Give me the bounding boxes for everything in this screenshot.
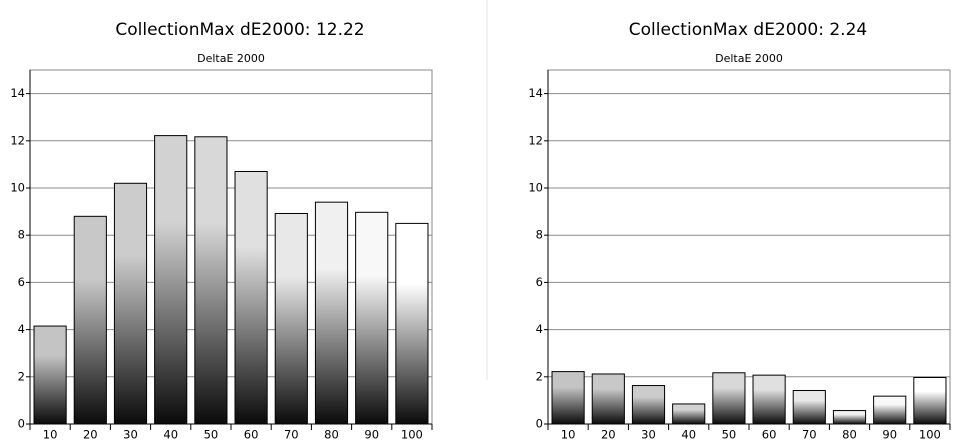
y-tick-label: 14 <box>10 86 25 100</box>
chart-subtitle: DeltaE 2000 <box>197 52 265 65</box>
y-tick-label: 12 <box>528 133 543 147</box>
bar <box>194 136 228 425</box>
y-tick-label: 8 <box>18 228 25 242</box>
bar <box>712 372 746 425</box>
bar <box>274 212 308 425</box>
x-tick-label: 40 <box>681 428 696 442</box>
x-tick-label: 60 <box>244 428 259 442</box>
bar <box>551 371 585 425</box>
y-tick-label: 6 <box>536 275 543 289</box>
bar <box>314 201 349 425</box>
plot-area <box>547 69 951 425</box>
bar <box>234 170 268 425</box>
y-tick-label: 12 <box>10 133 25 147</box>
bar <box>873 395 907 425</box>
bar <box>395 222 429 425</box>
y-tick-label: 0 <box>536 417 543 431</box>
bar <box>913 377 947 425</box>
x-tick-label: 10 <box>561 428 576 442</box>
x-tick-label: 90 <box>364 428 379 442</box>
bar <box>792 389 826 425</box>
y-tick-label: 4 <box>536 322 543 336</box>
x-tick-label: 40 <box>163 428 178 442</box>
y-tick-label: 2 <box>18 369 25 383</box>
x-tick-label: 100 <box>919 428 941 442</box>
y-tick-label: 2 <box>536 369 543 383</box>
x-tick-label: 80 <box>324 428 339 442</box>
bar <box>752 374 786 425</box>
x-tick-label: 30 <box>123 428 138 442</box>
x-tick-label: 50 <box>722 428 737 442</box>
chart-title: CollectionMax dE2000: 12.22 <box>115 20 364 40</box>
y-tick-label: 10 <box>10 181 25 195</box>
x-tick-label: 50 <box>204 428 219 442</box>
x-tick-label: 100 <box>401 428 423 442</box>
bar <box>113 182 148 425</box>
x-tick-label: 90 <box>882 428 897 442</box>
chart-title: CollectionMax dE2000: 2.24 <box>629 20 867 40</box>
y-tick-label: 14 <box>528 86 543 100</box>
bar <box>672 403 706 425</box>
x-tick-label: 20 <box>601 428 616 442</box>
x-tick-label: 30 <box>641 428 656 442</box>
x-tick-label: 10 <box>43 428 58 442</box>
bar <box>631 385 666 425</box>
bar <box>591 373 625 425</box>
x-tick-label: 70 <box>284 428 299 442</box>
x-tick-label: 80 <box>842 428 857 442</box>
y-tick-label: 0 <box>18 417 25 431</box>
y-tick-label: 10 <box>528 181 543 195</box>
bar <box>154 135 188 425</box>
y-tick-label: 4 <box>18 322 25 336</box>
bar <box>355 211 389 425</box>
y-tick-label: 6 <box>18 275 25 289</box>
chart-subtitle: DeltaE 2000 <box>715 52 783 65</box>
bar <box>832 410 867 425</box>
x-tick-label: 20 <box>83 428 98 442</box>
x-tick-label: 60 <box>762 428 777 442</box>
x-tick-label: 70 <box>802 428 817 442</box>
bar <box>33 325 67 425</box>
y-tick-label: 8 <box>536 228 543 242</box>
bar <box>73 215 107 425</box>
